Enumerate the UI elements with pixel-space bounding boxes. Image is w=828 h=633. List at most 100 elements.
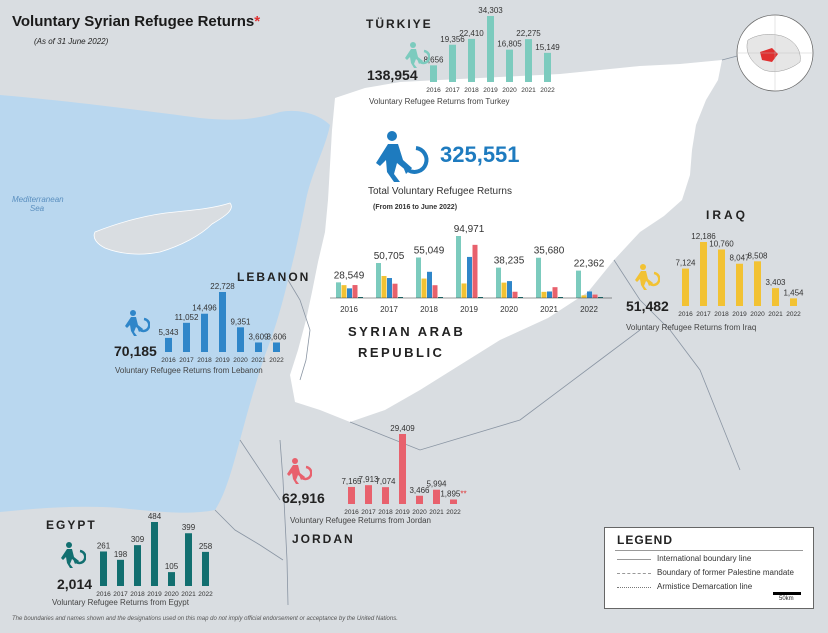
syria-total-label-2016: 28,549 bbox=[334, 270, 365, 281]
egypt-bar-2017 bbox=[117, 559, 124, 586]
egypt-bar-2016 bbox=[100, 551, 107, 586]
iraq-year-label-2017: 2017 bbox=[696, 311, 711, 318]
iraq-value-label-2022: 1,454 bbox=[783, 288, 804, 297]
iraq-value-label-2016: 7,124 bbox=[675, 259, 696, 268]
total-returns-label: Total Voluntary Refugee Returns bbox=[368, 186, 512, 197]
legend-divider bbox=[615, 550, 803, 551]
syria-bar-2022-4 bbox=[598, 297, 603, 298]
turkey-year-label-2020: 2020 bbox=[502, 87, 517, 94]
title-footnote-mark: * bbox=[254, 13, 261, 30]
turkey-value-label-2018: 22,410 bbox=[459, 29, 484, 38]
legend-swatch-international bbox=[617, 559, 651, 560]
jordan-value-label-2018: 7,074 bbox=[375, 477, 396, 486]
lebanon-bar-2018 bbox=[201, 313, 208, 352]
cyprus-island bbox=[93, 202, 232, 255]
lebanon-year-label-2020: 2020 bbox=[233, 357, 248, 364]
country-label-egypt: EGYPT bbox=[46, 518, 97, 532]
syria-bar-2019-3 bbox=[472, 244, 478, 298]
total-returns-period: (From 2016 to June 2022) bbox=[373, 204, 458, 211]
egypt-year-label-2017: 2017 bbox=[113, 591, 128, 598]
lebanon-bar-2020 bbox=[237, 327, 244, 352]
egypt-bar-2018 bbox=[134, 545, 141, 586]
iraq-bar-2018 bbox=[718, 249, 725, 306]
turkey-bar-2016 bbox=[430, 65, 437, 82]
syria-bar-2022-3 bbox=[592, 294, 598, 298]
egypt-person-returning-icon bbox=[61, 542, 86, 568]
jordan-bar-2017 bbox=[365, 485, 372, 504]
syria-year-label-2018: 2018 bbox=[420, 305, 438, 314]
legend-swatch-armistice bbox=[617, 587, 651, 588]
syria-total-label-2022: 22,362 bbox=[574, 259, 605, 270]
lebanon-year-label-2017: 2017 bbox=[179, 357, 194, 364]
turkey-year-label-2018: 2018 bbox=[464, 87, 479, 94]
iraq-value-label-2021: 3,403 bbox=[765, 278, 786, 287]
sea-label-line-1: Mediterranean bbox=[12, 195, 64, 204]
syria-bar-2019-4 bbox=[478, 297, 483, 298]
legend-item-armistice: Armistice Demarcation line bbox=[657, 582, 753, 591]
turkey-bar-2018 bbox=[468, 38, 475, 82]
syria-annual-returns-chart: 28,549 2016 50,705 2017 55,049 2018 94,971 2019… bbox=[330, 224, 612, 314]
syria-bar-2016-0 bbox=[336, 282, 341, 298]
syria-bar-2018-2 bbox=[427, 271, 432, 298]
syria-bar-2019-0 bbox=[456, 236, 461, 298]
country-label-syria: SYRIAN ARAB REPUBLIC bbox=[348, 324, 465, 360]
turkey-year-label-2016: 2016 bbox=[426, 87, 441, 94]
lebanon-bar-2022 bbox=[273, 342, 280, 352]
jordan-year-label-2018: 2018 bbox=[378, 509, 393, 516]
jordan-person-returning-icon bbox=[287, 458, 312, 484]
sea-label-line-2: Sea bbox=[29, 204, 45, 213]
lebanon-value-label-2022: 3,606 bbox=[266, 332, 287, 341]
lebanon-bar-2016 bbox=[165, 337, 172, 352]
syria-year-label-2020: 2020 bbox=[500, 305, 518, 314]
syria-bar-2020-3 bbox=[512, 291, 518, 298]
syria-bar-2017-2 bbox=[387, 278, 392, 298]
lebanon-value-label-2017: 11,052 bbox=[175, 313, 199, 322]
turkey-person-returning-icon bbox=[405, 42, 430, 68]
syria-bar-2021-3 bbox=[552, 287, 558, 298]
lebanon-value-label-2021: 3,609 bbox=[248, 332, 269, 341]
egypt-value-label-2022: 258 bbox=[199, 542, 213, 551]
syria-bar-2020-2 bbox=[507, 281, 512, 298]
egypt-total: 2,014 bbox=[57, 576, 93, 592]
syria-bar-2021-1 bbox=[541, 291, 547, 298]
lebanon-total: 70,185 bbox=[114, 343, 157, 359]
syria-bar-2021-0 bbox=[536, 257, 541, 298]
egypt-value-label-2017: 198 bbox=[114, 550, 128, 559]
lebanon-value-label-2016: 5,343 bbox=[158, 328, 179, 337]
turkey-caption: Voluntary Refugee Returns from Turkey bbox=[369, 97, 510, 106]
syria-bar-2016-3 bbox=[352, 285, 358, 298]
jordan-year-label-2021: 2021 bbox=[429, 509, 444, 516]
map-title-text: Voluntary Syrian Refugee Returns bbox=[12, 13, 255, 30]
total-person-returning-icon bbox=[376, 131, 429, 182]
egypt-value-label-2020: 105 bbox=[165, 562, 179, 571]
lebanon-bar-2019 bbox=[219, 292, 226, 352]
jordan-bar-2016 bbox=[348, 486, 355, 504]
iraq-bar-2019 bbox=[736, 263, 743, 306]
syria-year-label-2021: 2021 bbox=[540, 305, 558, 314]
jordan-value-label-2019: 29,409 bbox=[390, 424, 415, 433]
turkey-bar-2019 bbox=[487, 16, 494, 82]
turkey-bar-2017 bbox=[449, 44, 456, 82]
scale-bar bbox=[773, 592, 801, 595]
syria-bar-2019-2 bbox=[467, 256, 472, 298]
country-label-iraq: IRAQ bbox=[706, 208, 748, 222]
turkey-year-label-2019: 2019 bbox=[483, 87, 498, 94]
turkey-year-label-2021: 2021 bbox=[521, 87, 536, 94]
jordan-icon-shape bbox=[287, 458, 312, 484]
iraq-value-label-2018: 10,760 bbox=[709, 239, 734, 248]
jordan-bar-2021 bbox=[433, 489, 440, 504]
syria-bar-2017-4 bbox=[398, 297, 403, 298]
total-returns-value: 325,551 bbox=[440, 142, 520, 167]
syria-bar-2021-4 bbox=[558, 297, 563, 298]
egypt-returns-chart: 261 2016 198 2017 309 2018 484 2019 105 2020 399 20… bbox=[96, 512, 213, 598]
syria-bar-2022-0 bbox=[576, 270, 581, 298]
syria-bar-2022-2 bbox=[587, 291, 592, 298]
lebanon-returns-chart: 5,343 2016 11,052 2017 14,496 2018 22,728 2019 9… bbox=[158, 282, 287, 364]
syria-bar-2021-2 bbox=[547, 291, 552, 298]
egypt-year-label-2020: 2020 bbox=[164, 591, 179, 598]
iraq-year-label-2020: 2020 bbox=[750, 311, 765, 318]
legend-title: LEGEND bbox=[617, 533, 674, 547]
egypt-caption: Voluntary Refugee Returns from Egypt bbox=[52, 598, 189, 607]
inset-globe bbox=[736, 14, 814, 92]
